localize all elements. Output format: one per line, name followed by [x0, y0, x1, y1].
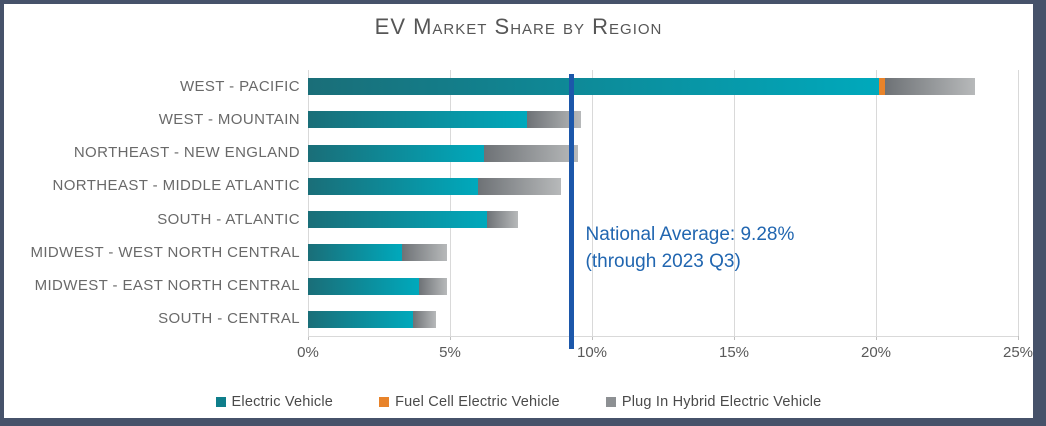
bar-segment-electric-vehicle — [308, 144, 485, 162]
gridline — [450, 70, 451, 336]
gridline — [592, 70, 593, 336]
axis-tick — [1018, 336, 1019, 340]
gridline — [734, 70, 735, 336]
bar-segment-electric-vehicle — [308, 111, 527, 129]
bar-row — [308, 78, 976, 96]
bar-segment-plug-in-hybrid-electric-vehicle — [484, 144, 578, 162]
axis-tick — [734, 336, 735, 340]
legend-swatch-icon — [605, 397, 616, 407]
bar-segment-plug-in-hybrid-electric-vehicle — [478, 177, 561, 195]
bar-row — [308, 310, 436, 328]
x-axis-tick-label: 10% — [576, 344, 608, 361]
axis-tick — [308, 336, 309, 340]
gridline — [308, 70, 309, 336]
axis-tick — [450, 336, 451, 340]
axis-tick — [592, 336, 593, 340]
bar-row — [308, 177, 561, 195]
bar-segment-plug-in-hybrid-electric-vehicle — [401, 244, 448, 262]
bar-row — [308, 144, 578, 162]
x-axis-tick-label: 0% — [297, 344, 319, 361]
category-label: NORTHEAST - MIDDLE ATLANTIC — [52, 177, 300, 195]
chart-canvas: EV Market Share by Region 0% 5% 10% 15% 20% 2… — [4, 4, 1033, 418]
x-axis-tick-label: 15% — [718, 344, 750, 361]
x-axis-tick-label: 25% — [1002, 344, 1034, 361]
legend-swatch-icon — [379, 397, 390, 407]
legend-label: Plug In Hybrid Electric Vehicle — [621, 394, 822, 410]
bar-row — [308, 277, 448, 295]
bar-segment-electric-vehicle — [308, 277, 419, 295]
bar-segment-plug-in-hybrid-electric-vehicle — [413, 310, 436, 328]
x-axis-tick-label: 20% — [860, 344, 892, 361]
gridline — [1018, 70, 1019, 336]
axis-tick — [876, 336, 877, 340]
bar-segment-plug-in-hybrid-electric-vehicle — [486, 211, 519, 229]
category-label: WEST - PACIFIC — [179, 77, 300, 95]
bar-segment-plug-in-hybrid-electric-vehicle — [884, 78, 976, 96]
bar-segment-electric-vehicle — [308, 244, 402, 262]
category-label: MIDWEST - EAST NORTH CENTRAL — [34, 277, 300, 295]
annotation-line-1: National Average: 9.28% — [585, 224, 795, 245]
bar-segment-plug-in-hybrid-electric-vehicle — [418, 277, 448, 295]
category-label: SOUTH - ATLANTIC — [157, 210, 300, 228]
legend-label: Fuel Cell Electric Vehicle — [395, 394, 560, 410]
bar-segment-electric-vehicle — [308, 211, 487, 229]
legend-item: Plug In Hybrid Electric Vehicle — [605, 394, 822, 410]
legend-label: Electric Vehicle — [231, 394, 334, 410]
bar-row — [308, 244, 448, 262]
annotation-line-2: (through 2023 Q3) — [585, 250, 741, 272]
bar-row — [308, 111, 581, 129]
category-label: MIDWEST - WEST NORTH CENTRAL — [30, 243, 300, 261]
bar-segment-electric-vehicle — [308, 177, 479, 195]
category-label: WEST - MOUNTAIN — [158, 110, 300, 128]
category-label: SOUTH - CENTRAL — [158, 310, 300, 328]
x-axis-line — [308, 336, 1018, 337]
bar-row — [308, 211, 519, 229]
gridline — [876, 70, 877, 336]
chart-legend: Electric Vehicle Fuel Cell Electric Vehic… — [4, 394, 1033, 410]
category-label: NORTHEAST - NEW ENGLAND — [73, 144, 300, 162]
legend-item: Electric Vehicle — [215, 394, 334, 410]
chart-title: EV Market Share by Region — [374, 14, 663, 39]
bar-segment-electric-vehicle — [308, 78, 879, 96]
legend-item: Fuel Cell Electric Vehicle — [379, 394, 560, 410]
national-average-annotation: National Average: 9.28% (through 2023 Q3… — [586, 222, 795, 275]
bar-segment-fuel-cell-electric-vehicle — [878, 78, 885, 96]
x-axis-tick-label: 5% — [439, 344, 461, 361]
national-average-line — [569, 74, 575, 349]
bar-segment-plug-in-hybrid-electric-vehicle — [526, 111, 581, 129]
bar-segment-electric-vehicle — [308, 310, 414, 328]
legend-swatch-icon — [215, 397, 226, 407]
